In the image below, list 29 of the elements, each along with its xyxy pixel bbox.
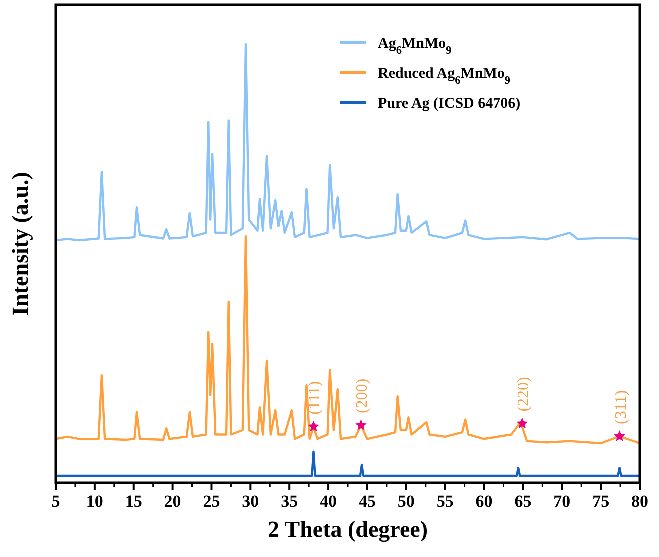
x-tick-label: 35 xyxy=(281,492,298,511)
x-tick-label: 75 xyxy=(592,492,610,511)
annotation: (111) xyxy=(306,381,324,415)
x-tick-label: 55 xyxy=(436,492,454,511)
annotation: (220) xyxy=(515,377,532,412)
point xyxy=(356,420,367,430)
x-tick-label: 15 xyxy=(125,492,142,511)
x-tick-label: 60 xyxy=(476,492,493,511)
point xyxy=(308,420,320,432)
x-tick-label: 80 xyxy=(632,492,648,511)
legend-label: Ag$_{6}$MnMo$_{9}$ xyxy=(378,36,452,57)
legend-label: Reduced Ag$_{6}$MnMo$_{9}$ xyxy=(378,66,511,87)
x-tick-label: 70 xyxy=(554,492,571,511)
annotation: (200) xyxy=(354,378,372,414)
x-tick-label: 10 xyxy=(86,492,104,511)
x-tick-label: 65 xyxy=(514,492,532,511)
x-tick-label: 45 xyxy=(358,492,376,511)
x-axis-title: 2 Theta (degree) xyxy=(268,517,428,543)
x-tick-label: 5 xyxy=(52,492,60,511)
x-tick-label: 30 xyxy=(242,492,260,511)
point xyxy=(516,418,528,429)
x-tick-label: 50 xyxy=(398,492,415,511)
y-axis-title: Intensity (a.u.) xyxy=(8,172,33,316)
point xyxy=(614,430,626,442)
x-tick-label: 25 xyxy=(203,492,220,511)
legend-label: Pure Ag (ICSD 64706) xyxy=(378,96,521,112)
x-tick-label: 40 xyxy=(320,492,338,511)
annotation: (311) xyxy=(612,390,630,425)
x-tick-label: 20 xyxy=(164,492,182,511)
